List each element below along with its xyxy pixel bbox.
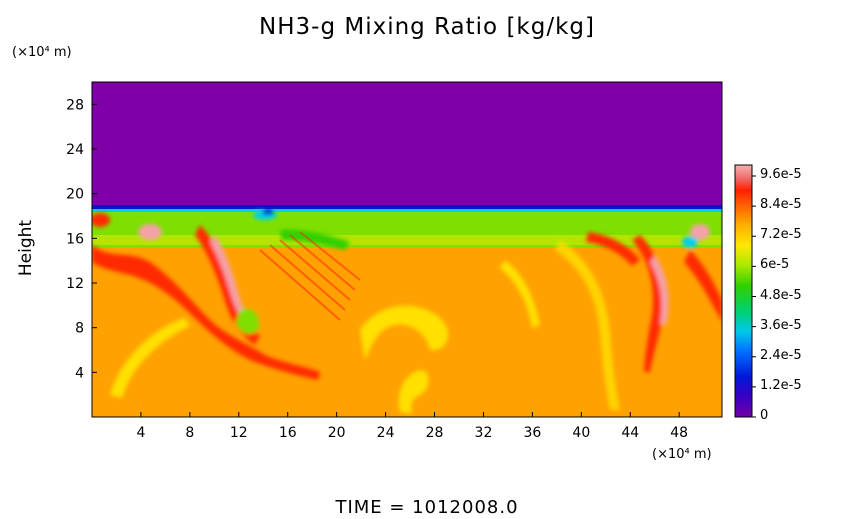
right-yellow-arc [555,240,620,410]
x-tick-label: 8 [185,425,194,441]
x-tick-label: 20 [328,425,346,441]
x-tick-label: 40 [572,425,590,441]
y-tick-label: 28 [66,97,84,113]
heatmap-field [92,82,722,417]
colorbar-tick-label: 0 [760,408,769,423]
green-patch-mid [280,229,350,250]
x-tick-label: 16 [279,425,297,441]
yellow-wisp-right [500,260,540,328]
y-tick-label: 24 [66,142,84,158]
colorbar-tick-label: 3.6e-5 [760,317,802,333]
x-axis-unit: (×10⁴ m) [652,447,712,462]
y-axis-unit: (×10⁴ m) [12,45,72,60]
green-patch-left [236,308,259,334]
wave-pattern [259,231,361,321]
left-edge-red [92,213,110,227]
right-swirl-red [586,232,640,266]
x-tick-label: 48 [670,425,688,441]
x-tick-label: 36 [523,425,541,441]
left-plume-red [92,245,320,380]
colorbar-tick-label: 8.4e-5 [760,197,802,213]
upper-atmosphere-region [92,82,722,206]
colorbar-tick-label: 6e-5 [760,257,790,273]
x-tick-label: 4 [136,425,145,441]
colorbar-tick-label: 7.2e-5 [760,227,802,243]
plot-frame [91,81,723,418]
y-tick-label: 12 [66,276,84,292]
y-tick-label: 4 [75,365,84,381]
blue-boundary-band [92,205,722,209]
colorbar [734,164,753,418]
colorbar-tick-label: 9.6e-5 [760,167,802,182]
yellow-arc-lower [110,318,190,398]
colorbar-tick-label: 2.4e-5 [760,347,802,363]
plume-features [92,209,722,414]
chart-title: NH3-g Mixing Ratio [kg/kg] [259,14,595,40]
left-edge-blue [262,209,274,215]
right-plume-pink [650,255,669,325]
x-tick-label: 24 [377,425,395,441]
right-edge-cyan [682,236,698,248]
right-edge-pink [690,224,710,240]
y-axis: 4 8 12 16 20 24 28 [66,97,97,381]
colorbar-ticks [752,175,756,418]
x-tick-label: 28 [426,425,444,441]
yellow-curl-lower [398,370,429,414]
cyan-boundary-band [92,209,722,212]
colorbar-tick-label: 4.8e-5 [760,287,802,303]
x-tick-label: 12 [230,425,248,441]
x-tick-label: 32 [475,425,493,441]
y-tick-label: 20 [66,187,84,203]
time-stamp: TIME = 1012008.0 [335,497,519,518]
x-axis: 4 8 12 16 20 24 28 32 36 40 44 48 [136,412,688,441]
right-wedge-red [684,250,722,322]
y-tick-label: 8 [75,321,84,337]
x-tick-label: 44 [621,425,639,441]
colorbar-tick-label: 1.2e-5 [760,377,802,393]
left-top-pink [138,224,162,240]
y-tick-label: 16 [66,231,84,247]
yellow-arc-center [360,305,449,360]
transition-yellow-band [92,235,722,245]
left-swirl-pink [210,235,250,322]
left-swirl-red [195,225,260,345]
